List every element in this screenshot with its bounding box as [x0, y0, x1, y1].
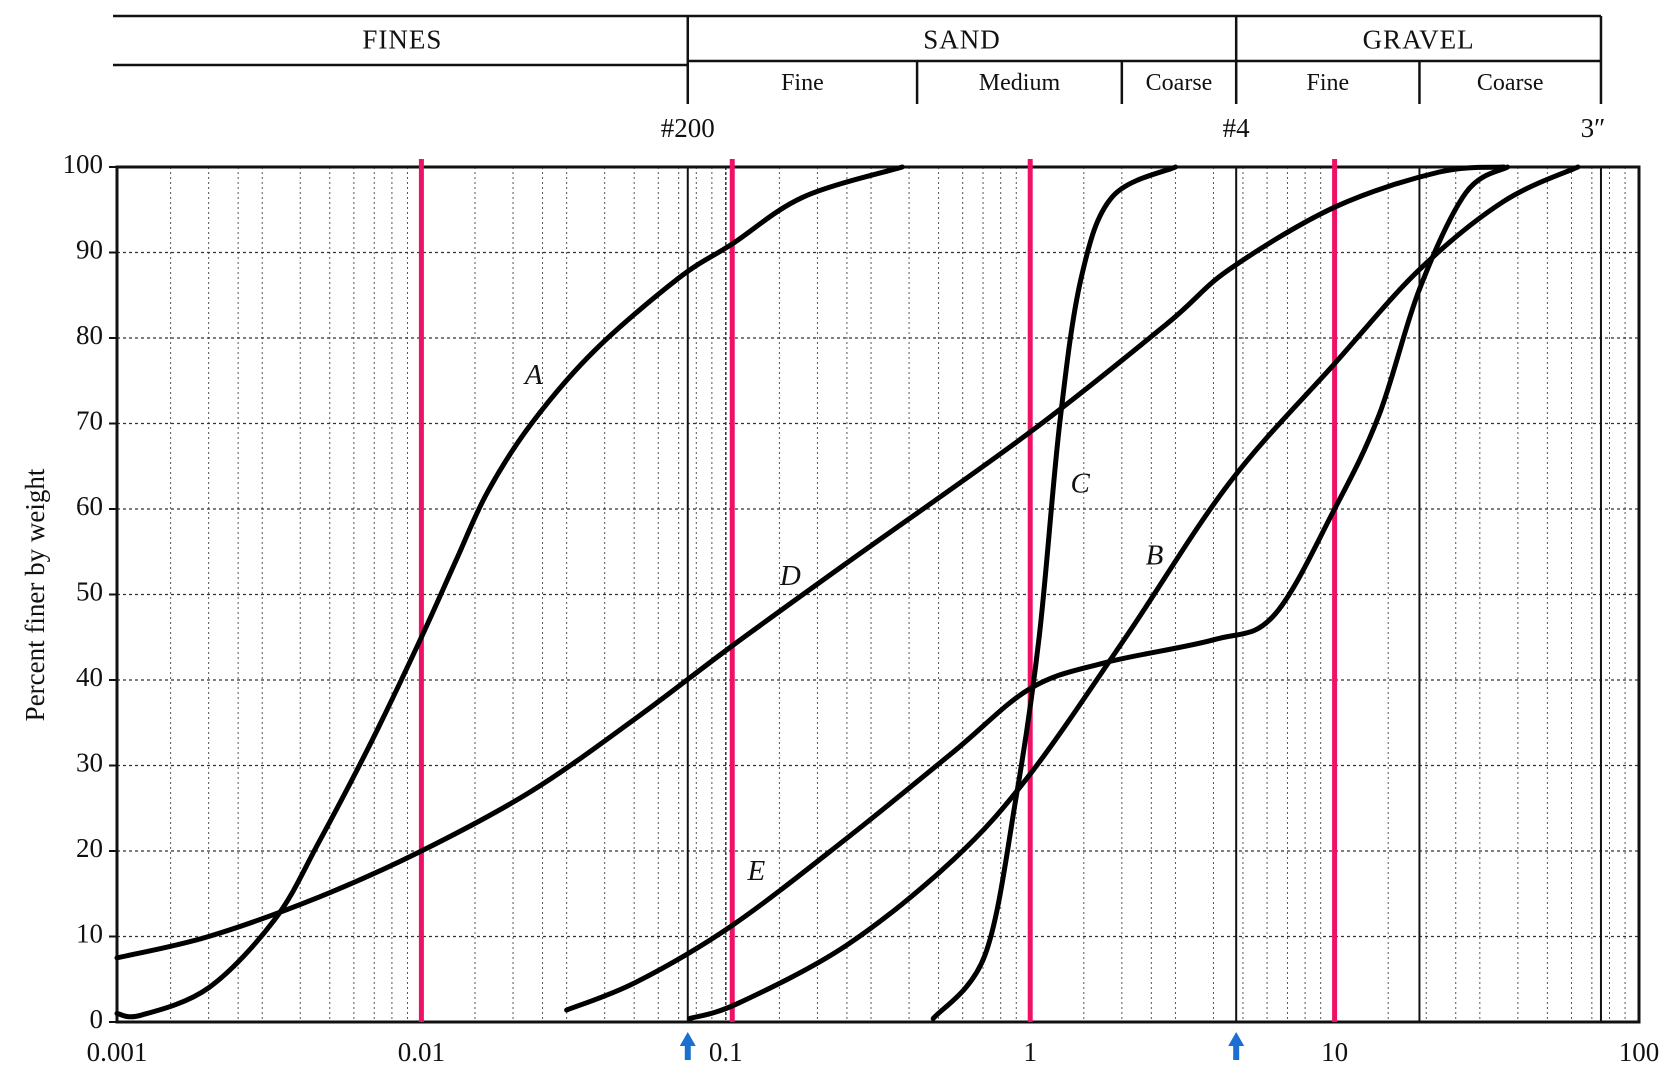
y-tick-label: 10: [76, 919, 103, 949]
header-group: GRAVEL: [1363, 25, 1475, 55]
curve: [930, 164, 1178, 1022]
x-tick-label: 100: [1619, 1037, 1660, 1067]
y-tick-label: 60: [76, 491, 103, 521]
y-tick-label: 100: [63, 149, 104, 179]
x-tick-label: 0.01: [398, 1037, 445, 1067]
curve-label: C: [1071, 468, 1091, 500]
x-tick-label: 0.001: [87, 1037, 148, 1067]
y-tick-label: 40: [76, 662, 103, 692]
header-subgroup: Fine: [1306, 70, 1349, 96]
header-group: FINES: [362, 25, 442, 55]
curve-label: B: [1146, 539, 1164, 571]
y-tick-label: 90: [76, 235, 103, 265]
header-subgroup: Coarse: [1146, 70, 1213, 96]
header-subgroup: Fine: [781, 70, 824, 96]
plot-frame: [115, 165, 1641, 1024]
header-subgroup: Medium: [979, 70, 1061, 96]
x-tick-label: 10: [1321, 1037, 1348, 1067]
curve: [114, 164, 1507, 961]
curve: [687, 164, 1581, 1022]
sieve-label: 3″: [1581, 113, 1606, 143]
x-tick-label: 0.1: [709, 1037, 743, 1067]
sieve-label: #200: [661, 113, 715, 143]
y-tick-label: 50: [76, 577, 103, 607]
curve-label: D: [779, 560, 801, 592]
y-tick-label: 70: [76, 406, 103, 436]
curve: [564, 164, 1511, 1013]
sieve-arrow: [679, 1032, 696, 1060]
sieve-label: #4: [1223, 113, 1251, 143]
curve-label: A: [523, 359, 543, 391]
header-group: SAND: [923, 25, 1001, 55]
y-tick-label: 0: [90, 1004, 104, 1034]
sieve-arrow: [1228, 1032, 1245, 1060]
curve: [114, 164, 905, 1020]
y-axis-label: Percent finer by weight: [20, 468, 50, 721]
x-tick-label: 1: [1023, 1037, 1037, 1067]
header-subgroup: Coarse: [1477, 70, 1544, 96]
y-tick-label: 30: [76, 748, 103, 778]
curve-label: E: [746, 855, 765, 887]
y-tick-label: 20: [76, 833, 103, 863]
y-tick-label: 80: [76, 320, 103, 350]
